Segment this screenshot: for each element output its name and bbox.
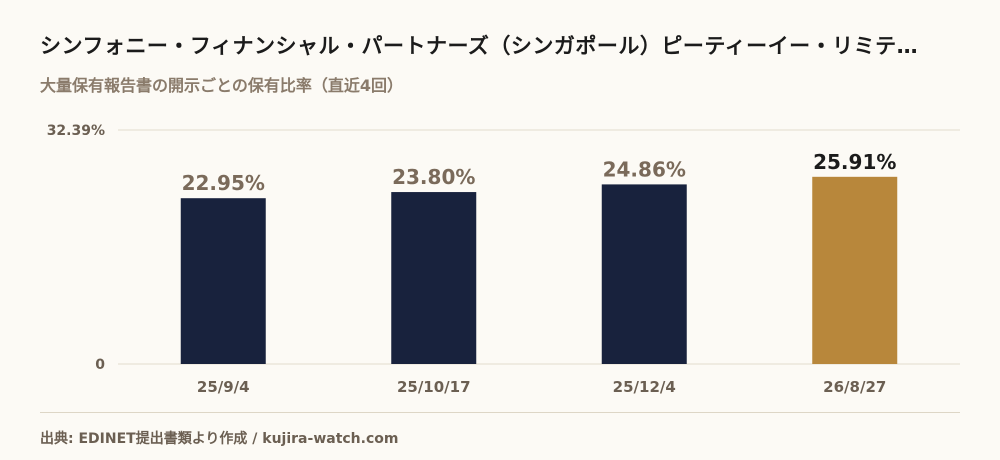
x-tick-label-3: 26/8/27 <box>823 378 886 396</box>
x-tick-label-0: 25/9/4 <box>197 378 250 396</box>
bar-chart: 32.39% 0 22.95% 25/9/4 23.80% 25/10/17 24.86% 2… <box>47 123 960 396</box>
bar-3 <box>812 176 898 364</box>
bar-1 <box>391 192 477 364</box>
x-tick-label-2: 25/12/4 <box>613 378 676 396</box>
y-tick-label-0: 32.39% <box>47 123 105 139</box>
footer-divider <box>40 412 960 413</box>
data-label-1: 23.80% <box>392 165 475 189</box>
source-note: 出典: EDINET提出書類より作成 / kujira-watch.com <box>40 431 399 447</box>
x-tick-label-1: 25/10/17 <box>397 378 471 396</box>
y-tick-label-1: 0 <box>95 357 105 373</box>
chart-subtitle: 大量保有報告書の開示ごとの保有比率（直近4回） <box>40 76 403 95</box>
data-label-3: 25.91% <box>813 150 896 174</box>
bar-2 <box>601 184 687 364</box>
data-label-2: 24.86% <box>603 157 686 181</box>
bar-0 <box>180 198 266 364</box>
data-label-0: 22.95% <box>182 171 265 195</box>
